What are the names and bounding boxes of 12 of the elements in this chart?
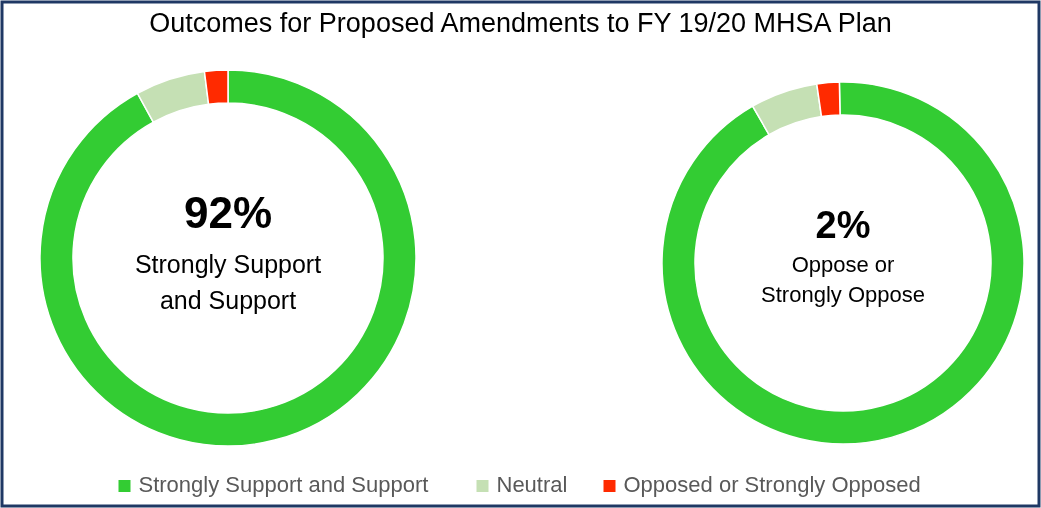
text: and Support <box>159 285 297 314</box>
legend-label: Strongly Support and Support <box>138 471 429 497</box>
text: 92% <box>183 187 273 237</box>
chart-title: Outcomes for Proposed Amendments to FY 19/20 MHSA Plan <box>149 8 892 38</box>
donut-slice <box>39 69 417 447</box>
text: 2% <box>815 204 871 247</box>
legend-label: Opposed or Strongly Opposed <box>623 471 921 497</box>
text: Strongly Oppose <box>761 281 925 307</box>
donut-slice <box>661 81 1025 445</box>
text: Strongly Support <box>134 249 322 278</box>
text: Oppose or <box>791 251 895 277</box>
legend-label: Neutral <box>496 471 568 497</box>
